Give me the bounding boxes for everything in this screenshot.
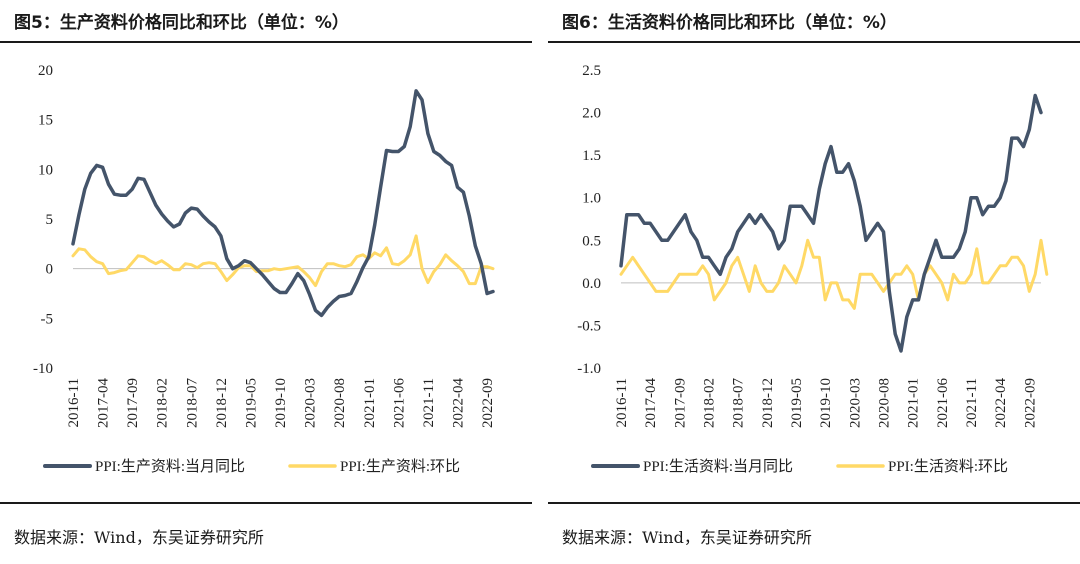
series-line [619,93,1043,353]
figure-title: 图5：生产资料价格同比和环比（单位：%） [14,13,349,33]
x-tick-label: 2017-04 [96,378,112,428]
x-tick-label: 2019-10 [273,378,289,428]
y-tick-label: 1.0 [582,191,601,207]
y-tick-label: -1.0 [577,361,601,377]
legend-label: PPI:生活资料:当月同比 [643,458,793,475]
chart-panel-consumer: 图6：生活资料价格同比和环比（单位：%） 2.5 2.0 1.5 1.0 0.5 0.0 -… [548,0,1080,564]
x-tick-label: 2020-08 [877,378,893,428]
y-tick-label: 2.5 [582,63,601,79]
series-line [71,234,495,288]
x-tick-label: 2020-03 [303,378,319,428]
x-tick-label: 2018-12 [760,378,776,428]
x-tick-label: 2018-07 [731,378,747,428]
x-tick-label: 2021-11 [964,378,980,427]
x-tick-label: 2021-01 [906,378,922,428]
x-tick-label: 2019-10 [818,378,834,428]
y-tick-label: 0.5 [582,233,601,249]
y-tick-label: 20 [38,63,53,79]
x-tick-label: 2018-12 [214,378,230,428]
x-tick-label: 2021-01 [362,378,378,428]
bottom-rule [548,502,1080,504]
source-note: 数据来源：Wind，东吴证券研究所 [14,528,264,547]
figure-title: 图6：生活资料价格同比和环比（单位：%） [562,13,897,33]
y-tick-label: 0.0 [582,276,601,292]
top-rule [548,41,1080,43]
legend-label: PPI:生产资料:当月同比 [95,458,245,475]
bottom-rule [0,502,532,504]
legend-label: PPI:生产资料:环比 [340,458,460,475]
x-tick-label: 2021-06 [935,378,951,428]
y-tick-label: 10 [38,162,53,178]
x-tick-label: 2018-07 [184,378,200,428]
y-tick-label: 2.0 [582,106,601,122]
x-tick-label: 2020-08 [332,378,348,428]
legend-label: PPI:生活资料:环比 [888,458,1008,475]
line-chart: 20 15 10 5 0 -5 -10 2016-11 2017-04 2017-09 2018-0… [33,63,496,475]
series-line [619,238,1049,310]
series-line [71,89,495,318]
x-tick-label: 2017-09 [125,378,141,428]
y-tick-label: -10 [33,361,53,377]
x-tick-label: 2022-09 [480,378,496,428]
x-tick-label: 2020-03 [847,378,863,428]
x-tick-label: 2017-04 [643,378,659,428]
x-tick-label: 2022-09 [1022,378,1038,428]
x-tick-label: 2018-02 [155,378,171,428]
x-tick-label: 2021-06 [391,378,407,428]
top-rule [0,41,532,43]
y-tick-label: 1.5 [582,148,601,164]
x-tick-label: 2016-11 [66,378,82,427]
x-tick-label: 2022-04 [451,378,467,428]
y-tick-label: 0 [46,262,54,278]
y-tick-label: 5 [46,212,54,228]
chart-panel-production: 图5：生产资料价格同比和环比（单位：%） 20 15 10 5 0 -5 -10 2016-1… [0,0,532,564]
line-chart: 2.5 2.0 1.5 1.0 0.5 0.0 -0.5 -1.0 2016-11 2017-04… [577,63,1049,475]
x-tick-label: 2019-05 [789,378,805,428]
x-tick-label: 2017-09 [672,378,688,428]
x-tick-label: 2019-05 [243,378,259,428]
x-tick-label: 2022-04 [993,378,1009,428]
x-tick-label: 2021-11 [421,378,437,427]
y-tick-label: -5 [41,311,54,327]
y-tick-label: 15 [38,113,53,129]
y-tick-label: -0.5 [577,318,601,334]
x-tick-label: 2016-11 [614,378,630,427]
x-tick-label: 2018-02 [702,378,718,428]
source-note: 数据来源：Wind，东吴证券研究所 [562,528,812,547]
